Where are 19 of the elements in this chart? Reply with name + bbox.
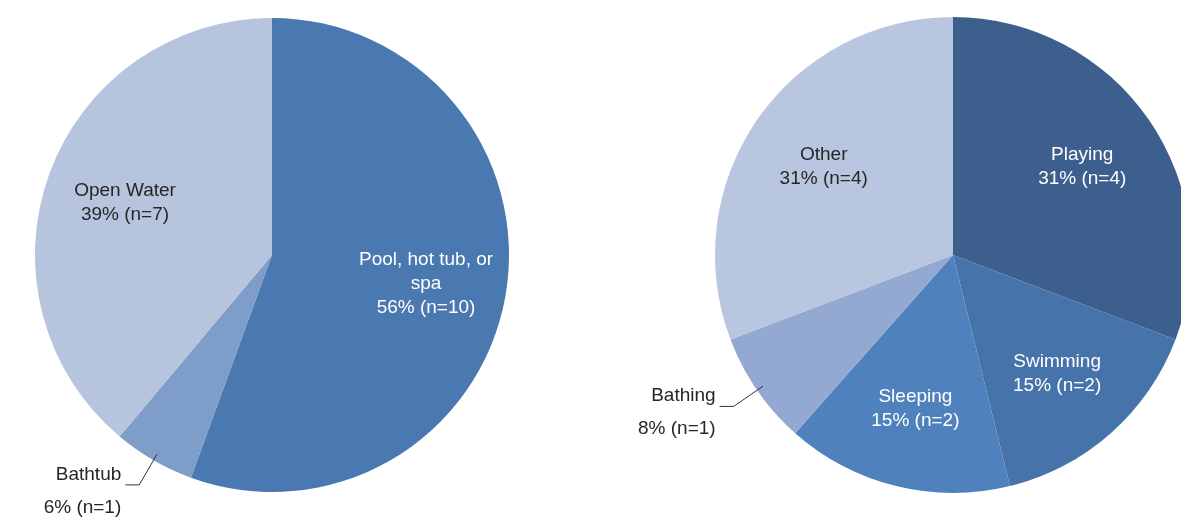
slice-label: Swimming — [1013, 350, 1101, 372]
slice-label: Bathing — [651, 384, 716, 406]
slice-label: Pool, hot tub, or spa — [358, 247, 494, 293]
data-label: 8% (n=1) — [638, 417, 716, 439]
data-label: 56% (n=10) — [376, 295, 476, 317]
data-label: 31% (n=4) — [779, 167, 868, 189]
slice-label: Sleeping — [878, 385, 953, 407]
data-label: 15% (n=2) — [871, 409, 960, 431]
pie-slice — [119, 255, 272, 478]
data-label: 31% (n=4) — [1038, 167, 1127, 189]
pie-slice — [190, 18, 509, 492]
data-label: 39% (n=7) — [80, 203, 170, 225]
slice-label: Bathtub — [55, 462, 122, 484]
data-label: 6% (n=1) — [43, 495, 122, 517]
slice-label: Open Water — [74, 179, 177, 201]
data-label: 15% (n=2) — [1013, 374, 1102, 396]
slice-label: Playing — [1051, 143, 1114, 165]
slice-label: Other — [799, 143, 849, 165]
pie-slice — [35, 18, 272, 437]
